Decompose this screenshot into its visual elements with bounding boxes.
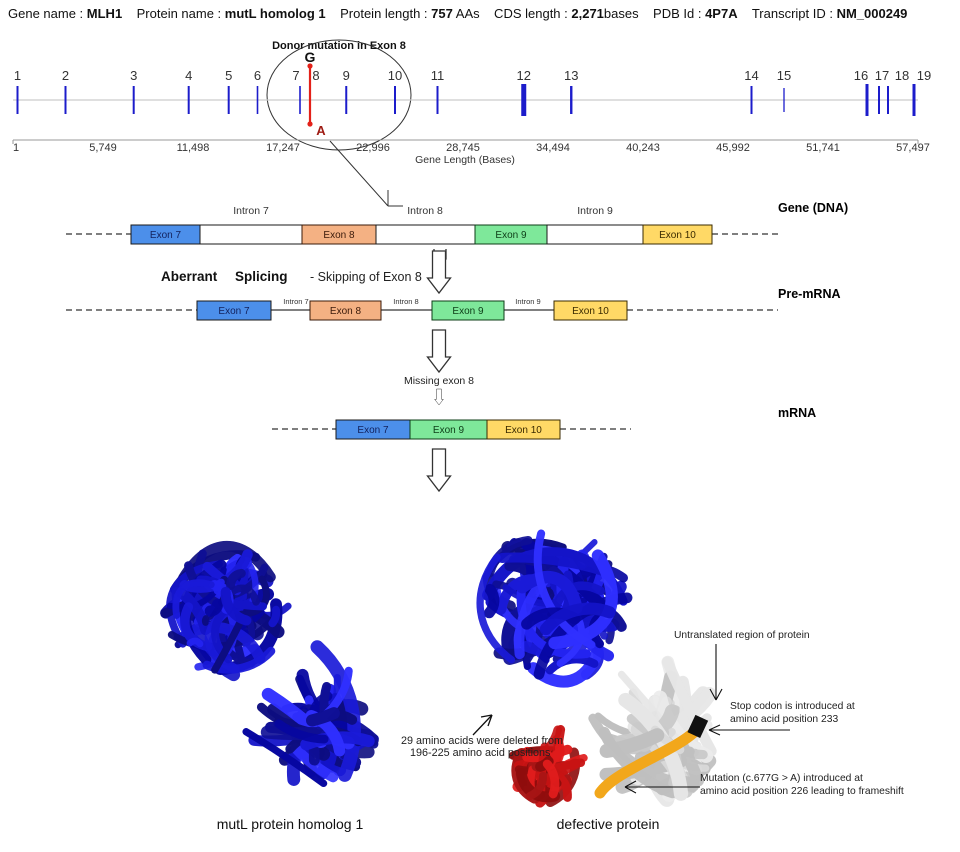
- svg-text:Intron 7: Intron 7: [233, 205, 269, 217]
- svg-text:11,498: 11,498: [177, 142, 210, 154]
- svg-text:Exon 9: Exon 9: [495, 230, 527, 241]
- svg-text:15: 15: [777, 68, 791, 83]
- svg-text:11: 11: [431, 68, 445, 83]
- svg-text:Gene Length (Bases): Gene Length (Bases): [415, 154, 515, 166]
- svg-text:40,243: 40,243: [626, 142, 660, 154]
- svg-text:Aberrant: Aberrant: [161, 269, 218, 284]
- svg-text:1: 1: [13, 142, 19, 154]
- svg-text:Exon 9: Exon 9: [452, 306, 484, 317]
- svg-text:Exon 8: Exon 8: [323, 230, 355, 241]
- svg-text:Stop codon is introduced at: Stop codon is introduced at: [730, 701, 855, 712]
- svg-text:3: 3: [130, 68, 137, 83]
- svg-text:- Skipping of Exon 8: - Skipping of Exon 8: [310, 270, 422, 284]
- svg-text:13: 13: [564, 68, 578, 83]
- svg-text:amino acid position 233: amino acid position 233: [730, 714, 838, 725]
- svg-text:Untranslated region of protein: Untranslated region of protein: [674, 630, 810, 641]
- svg-text:Intron 9: Intron 9: [515, 297, 540, 306]
- svg-text:Mutation (c.677G > A) introduc: Mutation (c.677G > A) introduced at: [700, 773, 863, 784]
- svg-text:9: 9: [343, 68, 350, 83]
- svg-text:Exon 8: Exon 8: [330, 306, 362, 317]
- svg-text:2: 2: [62, 68, 69, 83]
- svg-text:29 amino acids were deleted fr: 29 amino acids were deleted from: [401, 735, 563, 747]
- svg-text:4: 4: [185, 68, 192, 83]
- svg-text:16: 16: [854, 68, 868, 83]
- svg-text:1: 1: [14, 68, 21, 83]
- svg-text:Missing exon 8: Missing exon 8: [404, 375, 474, 387]
- svg-text:defective protein: defective protein: [557, 816, 660, 832]
- svg-text:mutL protein homolog 1: mutL protein homolog 1: [217, 816, 364, 832]
- svg-text:Exon 7: Exon 7: [218, 306, 250, 317]
- svg-text:8: 8: [312, 68, 319, 83]
- svg-text:Intron 9: Intron 9: [577, 205, 613, 217]
- svg-text:Intron 8: Intron 8: [407, 205, 443, 217]
- svg-text:28,745: 28,745: [446, 142, 480, 154]
- svg-text:17: 17: [875, 68, 889, 83]
- svg-text:Pre-mRNA: Pre-mRNA: [778, 287, 841, 301]
- svg-text:A: A: [316, 123, 326, 138]
- svg-text:12: 12: [517, 68, 531, 83]
- svg-text:196-225 amino acid positions: 196-225 amino acid positions: [410, 747, 551, 759]
- svg-text:51,741: 51,741: [806, 142, 840, 154]
- svg-text:Exon 9: Exon 9: [433, 425, 465, 436]
- svg-text:22,996: 22,996: [356, 142, 390, 154]
- svg-text:6: 6: [254, 68, 261, 83]
- svg-text:Gene (DNA): Gene (DNA): [778, 201, 848, 215]
- svg-text:mRNA: mRNA: [778, 406, 816, 420]
- svg-text:18: 18: [895, 68, 909, 83]
- svg-text:5: 5: [225, 68, 232, 83]
- svg-text:Exon 10: Exon 10: [572, 306, 609, 317]
- svg-text:57,497: 57,497: [896, 142, 930, 154]
- svg-text:Exon 7: Exon 7: [150, 230, 182, 241]
- svg-text:amino acid position 226 leadi: amino acid position 226 leading to frame…: [700, 786, 904, 797]
- svg-text:G: G: [305, 49, 316, 65]
- svg-text:Exon 10: Exon 10: [505, 425, 542, 436]
- svg-text:19: 19: [917, 68, 931, 83]
- svg-text:45,992: 45,992: [716, 142, 750, 154]
- svg-text:Donor mutation in Exon 8: Donor mutation in Exon 8: [272, 40, 406, 52]
- svg-text:10: 10: [388, 68, 402, 83]
- svg-text:Exon 10: Exon 10: [659, 230, 696, 241]
- svg-text:34,494: 34,494: [536, 142, 570, 154]
- svg-text:Splicing: Splicing: [235, 269, 288, 284]
- svg-text:Intron 8: Intron 8: [393, 297, 418, 306]
- svg-text:7: 7: [292, 68, 299, 83]
- svg-text:5,749: 5,749: [89, 142, 117, 154]
- svg-text:Intron 7: Intron 7: [283, 297, 308, 306]
- svg-text:Exon 7: Exon 7: [357, 425, 389, 436]
- svg-text:17,247: 17,247: [266, 142, 300, 154]
- svg-text:14: 14: [744, 68, 758, 83]
